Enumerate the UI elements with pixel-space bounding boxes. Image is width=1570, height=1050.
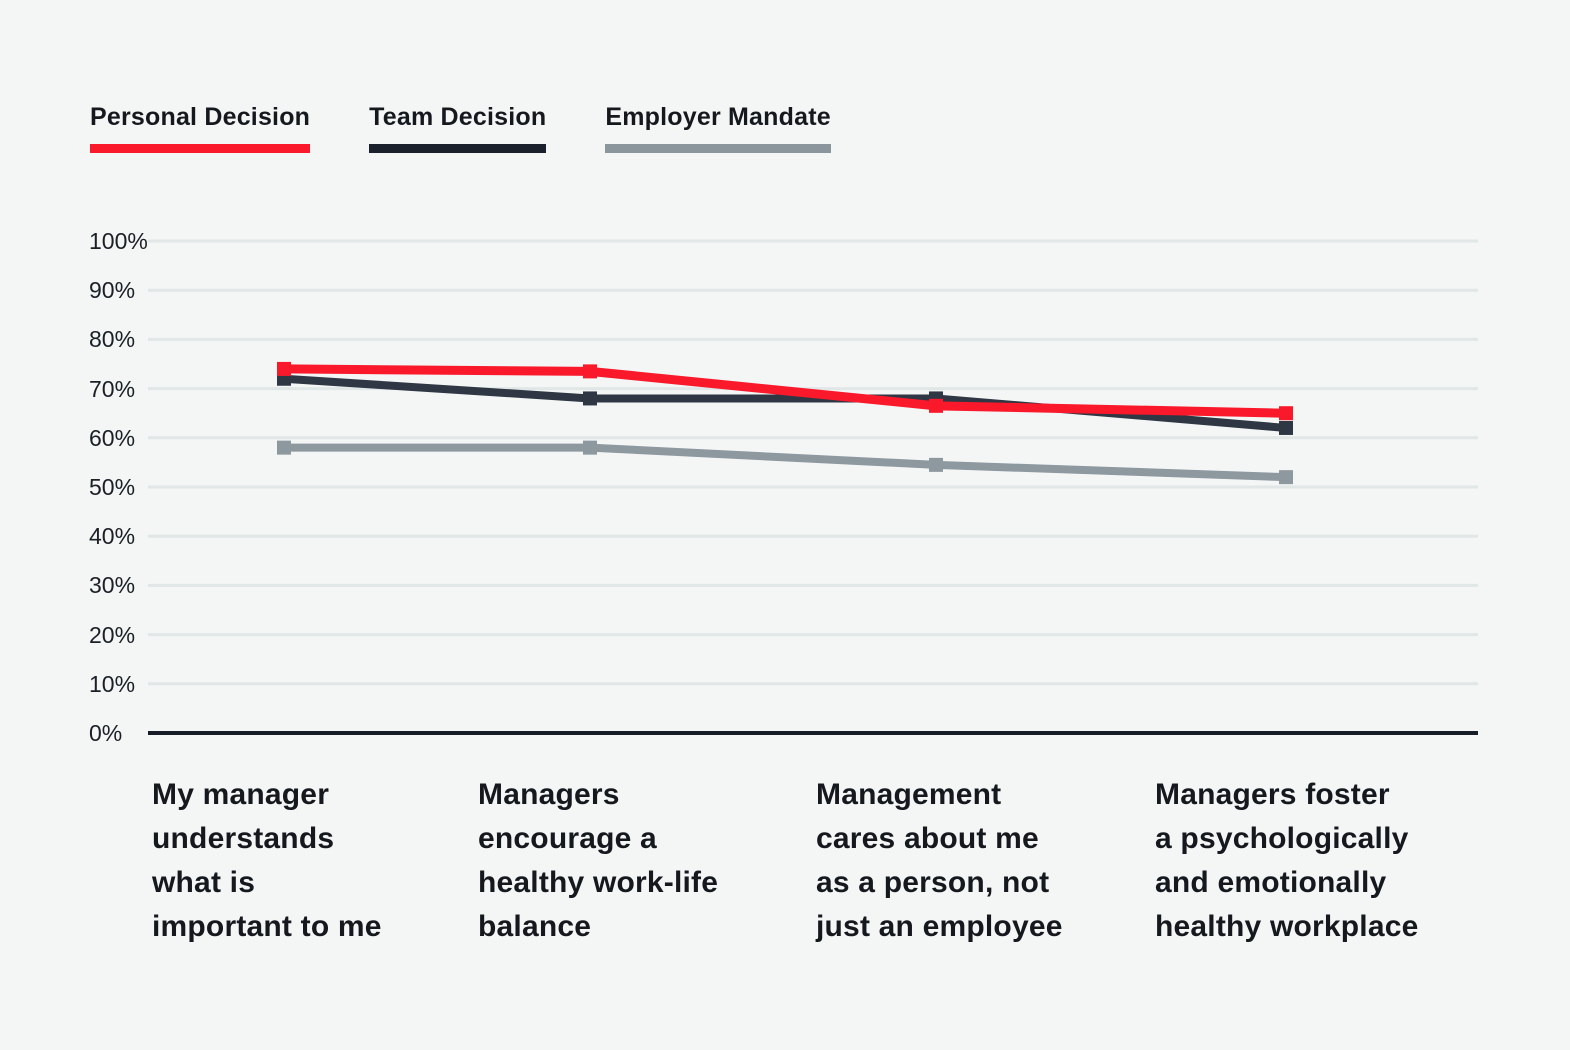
series-marker-employer-mandate (583, 440, 597, 455)
x-category-label: Managers foster a psychologically and em… (1155, 778, 1419, 943)
series-marker-employer-mandate (929, 457, 943, 472)
legend-label: Personal Decision (90, 103, 311, 131)
series-marker-employer-mandate (1279, 470, 1293, 485)
series-line-team-decision (283, 374, 1287, 432)
series-marker-personal-decision (1279, 406, 1293, 421)
series-marker-personal-decision (277, 361, 291, 376)
chart-legend: Personal Decision Team Decision Employer M… (90, 100, 831, 153)
y-tick-label: 0% (89, 720, 123, 746)
legend-color-bar (369, 144, 547, 153)
series-line-personal-decision (283, 364, 1287, 418)
y-tick-label: 100% (89, 228, 148, 254)
series-marker-personal-decision (929, 398, 943, 413)
legend-item-employer-mandate: Employer Mandate (605, 100, 831, 153)
series-marker-team-decision (583, 391, 597, 406)
x-category-label: My manager understands what is important… (152, 778, 382, 943)
series-marker-personal-decision (583, 364, 597, 379)
y-tick-label: 30% (89, 572, 136, 599)
series-line-employer-mandate (284, 443, 1287, 482)
x-category-label: Managers encourage a healthy work-life b… (478, 778, 719, 943)
y-tick-label: 40% (89, 523, 136, 550)
y-tick-label: 60% (89, 424, 136, 451)
legend-color-bar (605, 144, 831, 153)
series-marker-team-decision (1279, 420, 1293, 435)
y-tick-label: 20% (89, 621, 136, 648)
y-tick-label: 70% (89, 375, 136, 402)
legend-item-team-decision: Team Decision (369, 100, 547, 153)
legend-label: Team Decision (369, 103, 547, 131)
legend-item-personal-decision: Personal Decision (90, 100, 311, 153)
y-tick-label: 90% (89, 277, 136, 304)
legend-color-bar (90, 144, 311, 153)
y-tick-label: 50% (89, 474, 136, 500)
y-tick-label: 80% (89, 326, 136, 353)
series-marker-employer-mandate (277, 440, 291, 455)
legend-label: Employer Mandate (605, 103, 831, 131)
y-tick-label: 10% (89, 670, 136, 697)
x-category-label: Management cares about me as a person, n… (816, 778, 1063, 943)
